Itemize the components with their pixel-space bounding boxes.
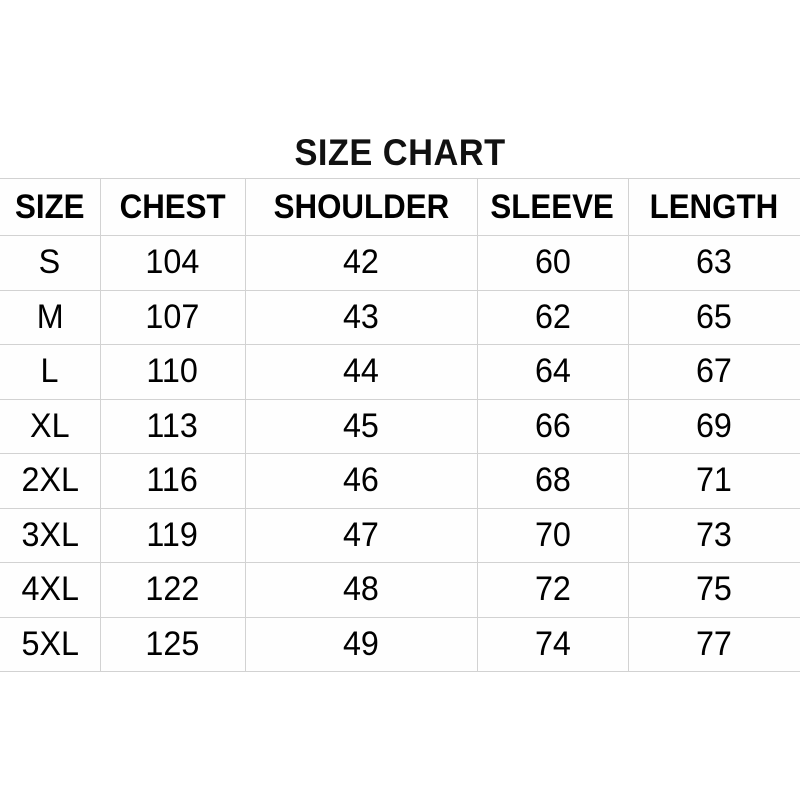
cell-chest: 122 — [99, 562, 246, 618]
cell-shoulder: 45 — [244, 398, 478, 454]
cell-shoulder: 43 — [244, 289, 478, 345]
cell-sleeve: 68 — [476, 453, 629, 509]
page-title: SIZE CHART — [294, 132, 506, 173]
table-row: S 104 42 60 63 — [0, 235, 800, 291]
cell-chest: 104 — [99, 235, 246, 291]
cell-sleeve: 74 — [476, 616, 629, 672]
cell-length: 77 — [627, 616, 800, 672]
cell-shoulder: 44 — [244, 344, 478, 400]
cell-length: 75 — [627, 562, 800, 618]
table-row: 3XL 119 47 70 73 — [0, 507, 800, 563]
cell-size: 3XL — [0, 507, 101, 563]
cell-shoulder: 49 — [244, 616, 478, 672]
cell-size: 5XL — [0, 616, 101, 672]
column-header-chest: CHEST — [99, 178, 246, 236]
cell-length: 71 — [627, 453, 800, 509]
column-header-length-label: LENGTH — [649, 187, 779, 226]
table-row: 2XL 116 46 68 71 — [0, 453, 800, 509]
cell-sleeve: 60 — [476, 235, 629, 291]
cell-sleeve: 66 — [476, 398, 629, 454]
column-header-size-label: SIZE — [14, 187, 85, 226]
cell-shoulder: 48 — [244, 562, 478, 618]
column-header-shoulder: SHOULDER — [244, 178, 478, 236]
cell-length: 67 — [627, 344, 800, 400]
cell-chest: 125 — [99, 616, 246, 672]
column-header-chest-label: CHEST — [119, 187, 226, 226]
cell-size: S — [0, 235, 101, 291]
cell-chest: 113 — [99, 398, 246, 454]
cell-chest: 116 — [99, 453, 246, 509]
cell-chest: 107 — [99, 289, 246, 345]
size-chart-table: SIZE CHEST SHOULDER SLEEVE LENGTH S 104 … — [0, 178, 800, 672]
cell-sleeve: 70 — [476, 507, 629, 563]
table-row: M 107 43 62 65 — [0, 289, 800, 345]
table-row: 4XL 122 48 72 75 — [0, 562, 800, 618]
column-header-length: LENGTH — [627, 178, 800, 236]
cell-length: 65 — [627, 289, 800, 345]
cell-length: 63 — [627, 235, 800, 291]
column-header-sleeve-label: SLEEVE — [490, 187, 615, 226]
table-row: L 110 44 64 67 — [0, 344, 800, 400]
cell-length: 69 — [627, 398, 800, 454]
cell-sleeve: 72 — [476, 562, 629, 618]
cell-size: XL — [0, 398, 101, 454]
column-header-sleeve: SLEEVE — [476, 178, 629, 236]
column-header-shoulder-label: SHOULDER — [273, 187, 449, 226]
cell-length: 73 — [627, 507, 800, 563]
cell-chest: 119 — [99, 507, 246, 563]
cell-sleeve: 64 — [476, 344, 629, 400]
table-row: XL 113 45 66 69 — [0, 398, 800, 454]
cell-size: 2XL — [0, 453, 101, 509]
cell-size: 4XL — [0, 562, 101, 618]
cell-size: M — [0, 289, 101, 345]
cell-sleeve: 62 — [476, 289, 629, 345]
cell-shoulder: 46 — [244, 453, 478, 509]
column-header-size: SIZE — [0, 178, 101, 236]
cell-chest: 110 — [99, 344, 246, 400]
table-header-row: SIZE CHEST SHOULDER SLEEVE LENGTH — [0, 178, 800, 236]
cell-shoulder: 42 — [244, 235, 478, 291]
cell-shoulder: 47 — [244, 507, 478, 563]
table-row: 5XL 125 49 74 77 — [0, 616, 800, 672]
cell-size: L — [0, 344, 101, 400]
